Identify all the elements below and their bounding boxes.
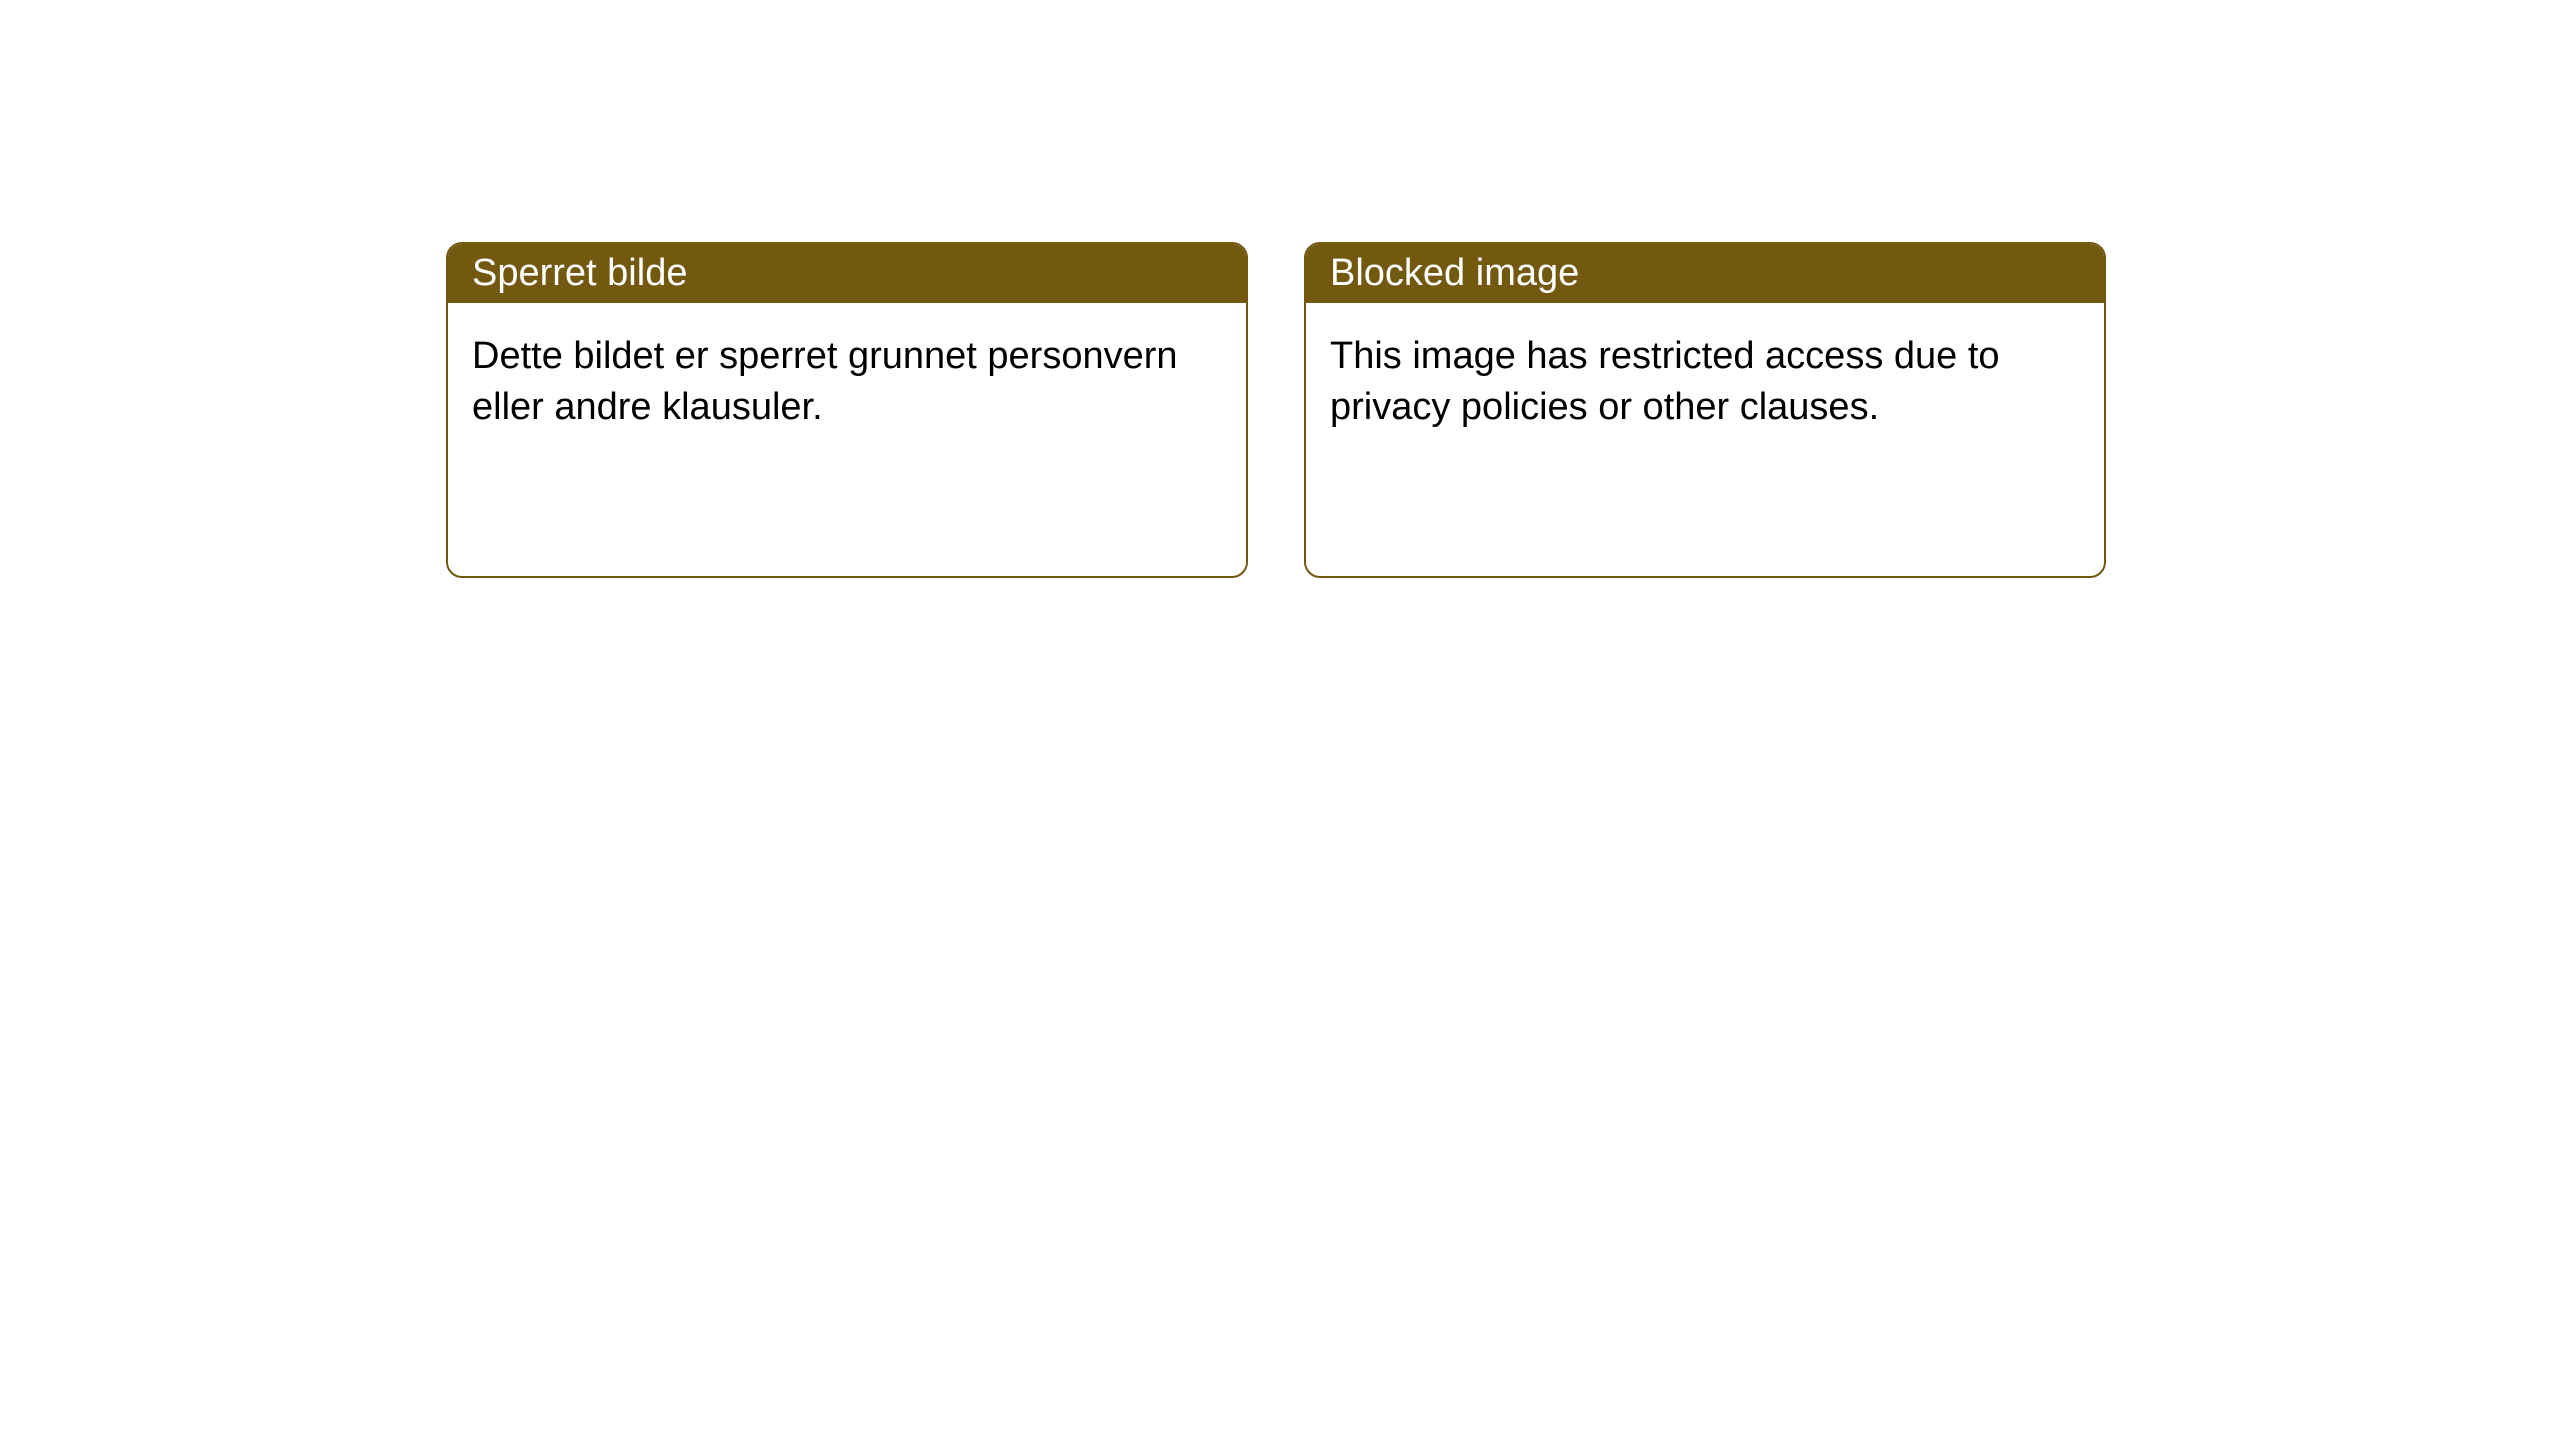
notice-card-english: Blocked image This image has restricted … [1304,242,2106,578]
notice-body: Dette bildet er sperret grunnet personve… [448,303,1246,462]
notice-header: Blocked image [1306,244,2104,303]
notice-header: Sperret bilde [448,244,1246,303]
notice-container: Sperret bilde Dette bildet er sperret gr… [0,0,2560,578]
notice-body: This image has restricted access due to … [1306,303,2104,462]
notice-card-norwegian: Sperret bilde Dette bildet er sperret gr… [446,242,1248,578]
